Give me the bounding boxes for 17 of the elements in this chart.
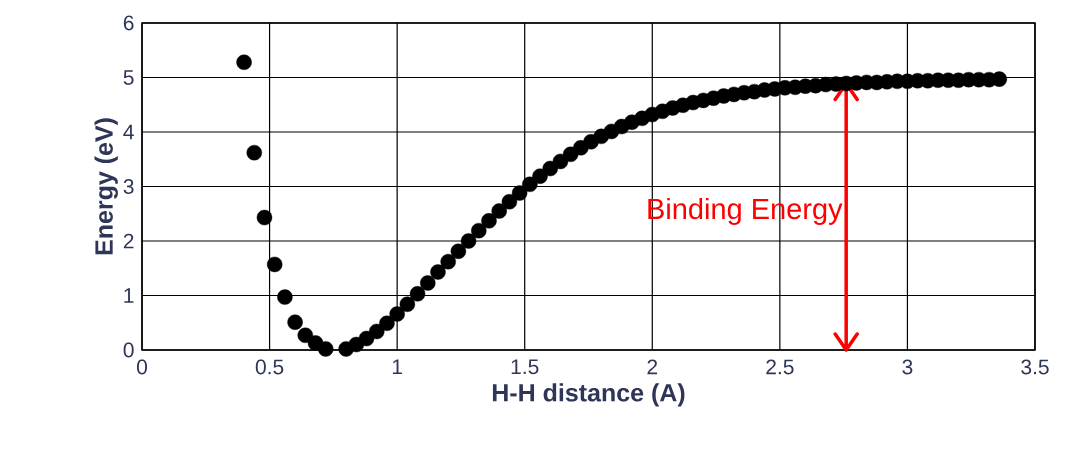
x-tick-label: 3 (902, 359, 913, 375)
x-tick-label: 3.5 (1021, 359, 1049, 375)
y-tick-label: 5 (123, 70, 134, 85)
x-tick-label: 2 (647, 359, 658, 375)
x-tick-label: 1.5 (511, 359, 539, 375)
y-tick-label: 1 (124, 288, 134, 303)
x-tick-label: 0 (136, 359, 148, 375)
y-tick-label: 3 (123, 179, 134, 194)
x-tick-label: 0.5 (255, 359, 284, 375)
y-tick-label: 0 (123, 342, 134, 358)
x-tick-label: 1 (392, 359, 402, 374)
y-tick-label: 4 (123, 124, 134, 140)
x-axis-title: H-H distance (A) (492, 383, 685, 407)
y-tick-label: 6 (123, 15, 134, 31)
y-axis-title: Energy (eV) (94, 118, 118, 255)
x-tick-label: 2.5 (766, 359, 794, 375)
y-tick-label: 2 (123, 233, 134, 249)
